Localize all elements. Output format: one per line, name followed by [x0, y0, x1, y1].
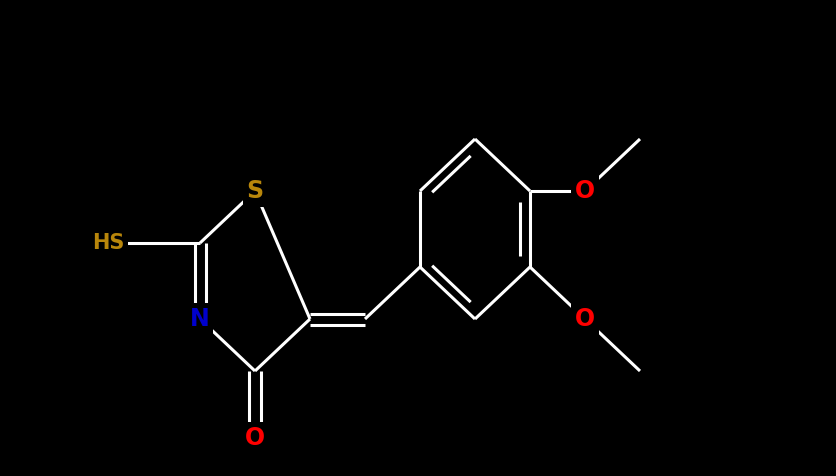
- Text: HS: HS: [93, 233, 125, 253]
- Text: N: N: [190, 307, 210, 331]
- Text: O: O: [245, 426, 265, 450]
- Text: O: O: [574, 179, 594, 203]
- Text: O: O: [574, 307, 594, 331]
- Text: S: S: [246, 179, 263, 203]
